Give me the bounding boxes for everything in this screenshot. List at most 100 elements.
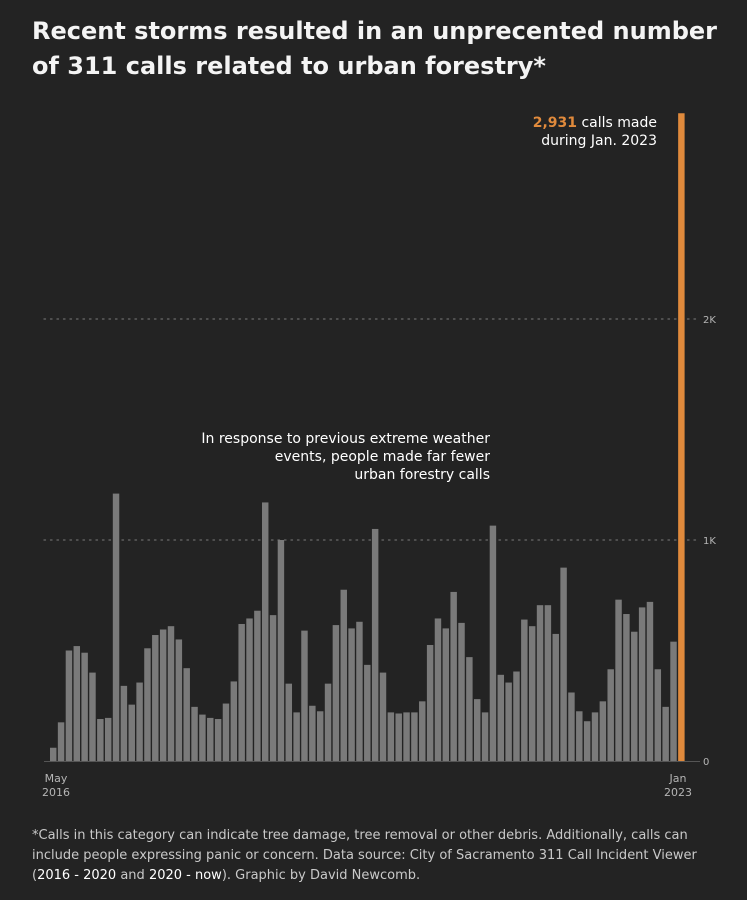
- highlight-bar: [678, 113, 685, 761]
- bar: [364, 664, 371, 761]
- bar: [450, 591, 457, 761]
- bar: [615, 599, 622, 761]
- bar: [167, 626, 175, 761]
- bar: [371, 528, 379, 761]
- bar: [583, 721, 591, 761]
- annotation-line-1: In response to previous extreme weather: [201, 431, 490, 447]
- bar: [128, 704, 135, 761]
- bar: [521, 619, 528, 761]
- bar: [466, 657, 473, 761]
- bar: [120, 685, 128, 761]
- annotation-line-3: urban forestry calls: [354, 467, 490, 483]
- bar: [607, 669, 614, 761]
- bar: [654, 669, 662, 761]
- bar: [340, 589, 347, 761]
- bar: [591, 712, 599, 761]
- bar: [426, 644, 434, 761]
- highlight-value: 2,931: [533, 115, 577, 131]
- highlight-callout-line2: during Jan. 2023: [541, 133, 657, 149]
- footnote-text-2: and: [116, 868, 149, 883]
- y-tick-label-2K: 2K: [703, 315, 716, 326]
- x-label-start-2: 2016: [42, 786, 70, 799]
- bar: [159, 629, 167, 761]
- x-label-start-1: May: [45, 772, 68, 785]
- y-tick-label-0: 0: [703, 757, 709, 768]
- bar: [552, 633, 559, 761]
- source-link-2020-now[interactable]: 2020 - now: [148, 868, 222, 883]
- bar: [57, 722, 65, 761]
- bar: [528, 626, 536, 761]
- footnote-text-3: ). Graphic by David Newcomb.: [221, 868, 421, 883]
- source-link-2016-2020[interactable]: 2016 - 2020: [37, 868, 117, 883]
- bar: [403, 712, 410, 761]
- bar: [152, 635, 159, 761]
- bar: [544, 605, 552, 761]
- bars: [50, 113, 685, 762]
- y-tick-label-1K: 1K: [703, 536, 716, 547]
- bar: [670, 641, 677, 761]
- x-label-end-1: Jan: [669, 772, 687, 785]
- bar: [238, 623, 245, 761]
- x-label-end-2: 2023: [664, 786, 692, 799]
- bar: [81, 652, 88, 761]
- bar: [324, 683, 332, 761]
- bar: [662, 706, 669, 761]
- highlight-callout-line1: 2,931 calls made: [533, 115, 657, 131]
- annotations: 2,931 calls made during Jan. 2023 In res…: [201, 115, 657, 483]
- bar: [97, 719, 104, 761]
- bar: [434, 618, 442, 761]
- bar: [379, 672, 387, 761]
- bar: [277, 540, 285, 761]
- bar: [411, 712, 418, 761]
- bar: [419, 701, 426, 761]
- bar: [442, 628, 450, 761]
- bar: [474, 699, 481, 761]
- bar: [191, 706, 198, 761]
- bar: [104, 717, 112, 761]
- bar: [262, 502, 269, 761]
- bar: [576, 711, 583, 761]
- bar: [505, 682, 512, 761]
- bar: [293, 712, 300, 761]
- bar: [332, 625, 340, 761]
- bar: [631, 631, 638, 761]
- bar: [73, 646, 81, 761]
- bar: [285, 683, 293, 761]
- bar: [560, 567, 567, 762]
- bar: [536, 605, 544, 761]
- bar: [395, 713, 402, 761]
- bar: [144, 648, 151, 761]
- gridlines: [43, 318, 701, 762]
- bar: [301, 630, 308, 761]
- bar: [246, 618, 253, 761]
- bar: [481, 712, 489, 761]
- bar: [199, 714, 206, 761]
- bar: [183, 668, 190, 761]
- annotation-line-2: events, people made far fewer: [275, 449, 490, 465]
- bar: [646, 601, 654, 761]
- footnote-text-1: *Calls in this category can indicate tre…: [32, 828, 697, 883]
- bar: [50, 747, 57, 761]
- bar: [623, 614, 630, 761]
- bar: [136, 682, 143, 761]
- bar: [638, 607, 646, 761]
- bar: [230, 681, 238, 761]
- bar: [458, 622, 465, 762]
- bar: [513, 671, 520, 761]
- bar: [599, 701, 607, 761]
- highlight-suffix: calls made: [577, 115, 657, 131]
- bar: [207, 717, 214, 761]
- bar: [65, 650, 73, 761]
- bar: [175, 639, 183, 761]
- bar: [568, 692, 575, 761]
- bar: [269, 615, 277, 761]
- bar: [489, 525, 497, 761]
- bar: [356, 621, 363, 761]
- bar: [348, 628, 355, 761]
- bar: [387, 712, 395, 761]
- bar: [112, 493, 120, 761]
- footnote: *Calls in this category can indicate tre…: [32, 826, 722, 886]
- bar: [89, 672, 96, 761]
